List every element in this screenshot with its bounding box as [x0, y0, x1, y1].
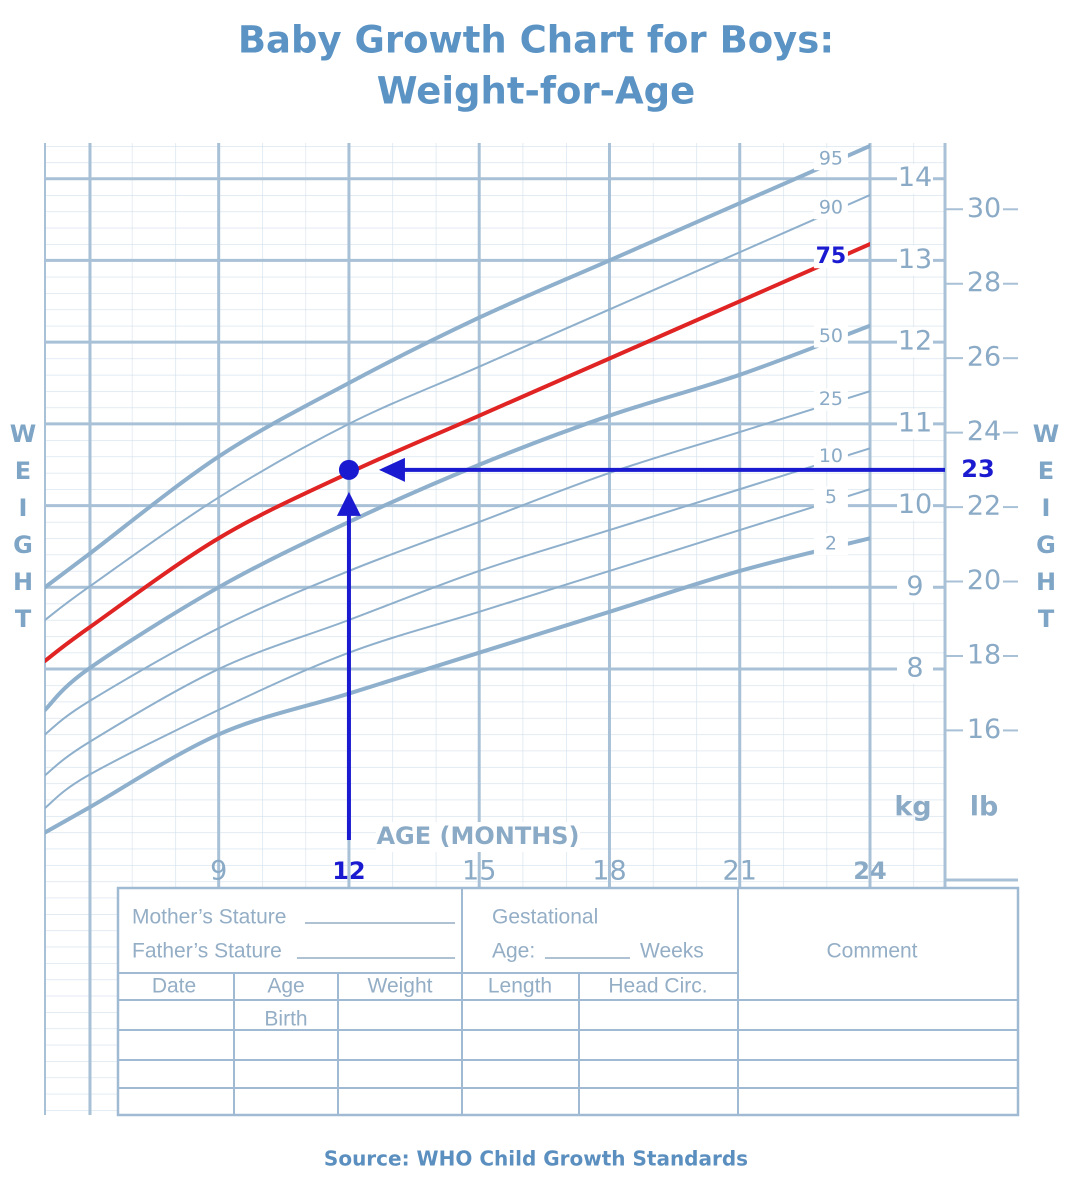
y2-tick-label: 26	[967, 342, 1001, 373]
label-bg	[813, 148, 848, 171]
x-tick-label: 18	[592, 856, 626, 887]
form-cell: Birth	[264, 1008, 307, 1031]
form-label: Weeks	[640, 940, 704, 963]
label-bg	[897, 490, 933, 521]
column-header: Age	[267, 975, 304, 998]
labels: 9 12 15 18 21 24 8 9 10 11 12 13 14 16 18 20 22 24 26 28 30 3…	[210, 118, 1018, 887]
y2-tick-label: 24	[967, 416, 1001, 447]
form-table: Mother’s Stature Father’s Stature Gestat…	[116, 886, 1020, 1117]
column-header: Weight	[368, 975, 433, 998]
series-label: 95	[819, 148, 843, 170]
chart-title: Baby Growth Chart for Boys:	[238, 19, 834, 62]
y-tick-label: 9	[906, 571, 923, 602]
label-bg	[376, 822, 580, 852]
y2-tick-label: 30	[967, 193, 1001, 224]
form-label: Mother’s Stature	[132, 906, 286, 929]
x-tick-label: 9	[210, 856, 227, 887]
label-bg	[897, 327, 933, 358]
label-bg	[813, 197, 848, 220]
x-tick-label: 12	[332, 857, 365, 885]
series-label: 10	[819, 445, 843, 467]
percentile-curve	[45, 447, 870, 777]
form-label: Age:	[492, 940, 535, 963]
series-label: 50	[819, 325, 843, 347]
x-tick-label: 21	[723, 856, 757, 887]
label-bg	[897, 408, 933, 439]
label-bg	[813, 533, 848, 556]
percentile-curve	[45, 536, 870, 835]
series-label: 75	[816, 244, 847, 269]
y2-tick-label: 16	[967, 714, 1001, 745]
label-bg	[897, 654, 933, 685]
label-bg	[955, 453, 1013, 486]
y2-axis-title: WEIGHT	[1032, 420, 1060, 642]
series-label: 25	[819, 388, 843, 410]
y-tick-label: 13	[898, 244, 932, 275]
column-header: Head Circ.	[608, 975, 707, 998]
percentile-curve	[45, 242, 870, 663]
column-header: Length	[488, 975, 552, 998]
y2-tick-label: 20	[967, 565, 1001, 596]
y-axis-title: WEIGHT	[9, 420, 37, 642]
source: Source: WHO Child Growth Standards	[324, 1147, 748, 1171]
y-tick-label: 8	[906, 653, 923, 684]
y2-tick-label: 22	[967, 491, 1001, 522]
y2-tick-label: 32	[967, 118, 1001, 149]
series-label: 2	[825, 533, 837, 555]
y2-tick-label: 18	[967, 639, 1001, 670]
percentile-curve	[45, 390, 870, 736]
form-label: Gestational	[492, 906, 598, 929]
weight-label: 23	[961, 455, 994, 483]
minor-grid	[45, 888, 118, 1115]
percentile-curve	[45, 194, 870, 621]
y2-tick-label: 28	[967, 267, 1001, 298]
y-tick-label: 11	[898, 407, 932, 438]
column-header: Date	[152, 975, 196, 998]
chart-title: Weight-for-Age	[377, 70, 695, 113]
form-label: Comment	[826, 940, 917, 963]
series-label: 5	[825, 486, 837, 508]
label-bg	[813, 325, 848, 348]
axis-unit: lb	[970, 792, 999, 823]
y-tick-label: 12	[898, 326, 932, 357]
arrowhead	[336, 491, 361, 516]
y-tick-label: 10	[898, 489, 932, 520]
form-label: Father’s Stature	[132, 940, 282, 963]
curves	[45, 144, 870, 835]
y2-axis: 16 18 20 22 24 26 28 30 32	[945, 118, 1018, 745]
label-bg	[813, 486, 848, 509]
label-bg	[897, 572, 933, 603]
label-bg	[813, 246, 848, 269]
axis-unit: kg	[894, 792, 931, 823]
label-bg	[897, 163, 933, 194]
percentile-curve	[45, 144, 870, 590]
percentile-curve	[45, 488, 870, 809]
percentile-curve	[45, 323, 870, 712]
arrowhead	[378, 457, 405, 482]
highlight-point	[338, 459, 359, 480]
label-bg	[813, 388, 848, 411]
x-tick-label: 24	[853, 857, 886, 885]
y-tick-label: 14	[898, 162, 932, 193]
x-tick-label: 15	[462, 856, 496, 887]
label-bg	[813, 445, 848, 468]
series-label: 90	[819, 197, 843, 219]
x-axis-title: AGE (MONTHS)	[376, 822, 579, 850]
label-bg	[897, 245, 933, 276]
